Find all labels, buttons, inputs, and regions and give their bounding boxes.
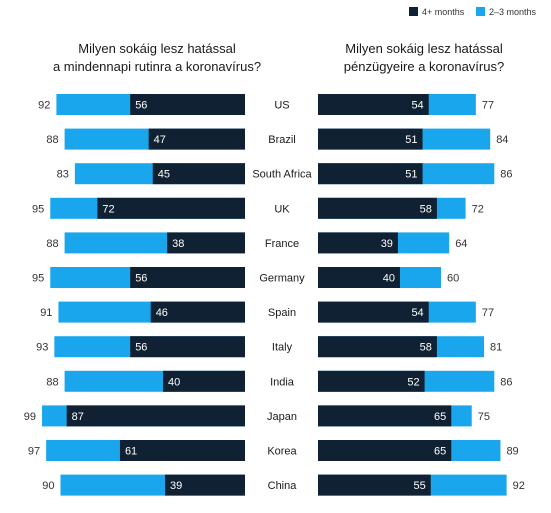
left-bar-4plus-japan	[66, 405, 246, 427]
left-bar-4plus-korea	[119, 440, 245, 461]
left-value-4plus-france: 38	[172, 238, 184, 250]
country-label-france: France	[265, 238, 299, 250]
left-bar-4plus-germany	[130, 267, 245, 288]
left-value-4plus-korea: 61	[125, 446, 137, 458]
right-bar-4plus-china	[318, 474, 431, 496]
legend-label-4plus: 4+ months	[422, 7, 465, 17]
right-chart-title: Milyen sokáig lesz hatással pénzügyeire …	[344, 41, 504, 74]
left-value-4plus-india: 40	[168, 376, 180, 388]
left-title-line-1: Milyen sokáig lesz hatással	[78, 41, 236, 56]
right-value-4plus-uk: 58	[420, 203, 432, 215]
legend-swatch-2to3	[476, 7, 485, 16]
left-value-4plus-germany: 56	[135, 273, 147, 285]
left-bar-4plus-india	[163, 370, 245, 392]
right-value-total-uk: 72	[472, 203, 484, 215]
left-value-total-us: 92	[38, 100, 50, 112]
left-bar-4plus-uk	[97, 197, 246, 219]
legend-label-2to3: 2–3 months	[489, 7, 537, 17]
left-value-4plus-brazil: 47	[154, 134, 166, 146]
right-value-4plus-brazil: 51	[405, 134, 417, 146]
right-bar-4plus-germany	[318, 267, 400, 288]
left-value-4plus-japan: 87	[72, 411, 84, 423]
left-bar-4plus-brazil	[148, 128, 245, 150]
country-label-china: China	[268, 480, 298, 492]
right-value-total-india: 86	[500, 376, 512, 388]
right-value-4plus-japan: 65	[434, 411, 446, 423]
left-chart-title: Milyen sokáig lesz hatással a mindennapi…	[53, 41, 261, 74]
country-label-germany: Germany	[259, 273, 305, 285]
right-title-line-2: pénzügyeire a koronavírus?	[344, 59, 504, 74]
left-title-line-2: a mindennapi rutinra a koronavírus?	[53, 59, 261, 74]
left-value-total-italy: 93	[36, 342, 48, 354]
left-value-total-korea: 97	[28, 446, 40, 458]
left-value-total-uk: 95	[32, 203, 44, 215]
right-bar-4plus-france	[318, 232, 398, 254]
left-value-total-japan: 99	[24, 411, 36, 423]
right-bar-4plus-korea	[318, 440, 452, 461]
country-label-brazil: Brazil	[268, 134, 296, 146]
right-value-total-germany: 60	[447, 273, 459, 285]
legend: 4+ months 2–3 months	[409, 7, 537, 17]
left-bar-4plus-spain	[150, 301, 245, 323]
country-label-korea: Korea	[267, 446, 297, 458]
country-label-uk: UK	[274, 203, 290, 215]
left-value-4plus-uk: 72	[102, 203, 114, 215]
country-label-italy: Italy	[272, 342, 293, 354]
country-label-us: US	[274, 100, 289, 112]
right-value-4plus-india: 52	[407, 376, 419, 388]
right-value-total-brazil: 84	[496, 134, 508, 146]
left-bar-4plus-italy	[130, 336, 245, 358]
left-value-4plus-spain: 46	[156, 307, 168, 319]
country-labels: US Brazil South Africa UK France Germany Spain…	[252, 100, 312, 493]
right-value-4plus-korea: 65	[434, 446, 446, 458]
country-label-spain: Spain	[268, 307, 296, 319]
right-value-4plus-us: 54	[411, 100, 423, 112]
left-bar-4plus-south-africa	[152, 163, 245, 185]
right-bar-4plus-uk	[318, 197, 437, 219]
right-bar-4plus-japan	[318, 405, 452, 427]
legend-swatch-4plus	[409, 7, 418, 16]
left-value-total-china: 90	[42, 480, 54, 492]
left-chart-bars: 56 92 47 88 45 83 72 95 38 88 56 95 46 91 56 93 40 88 87 99…	[24, 94, 246, 496]
right-bar-4plus-us	[318, 94, 429, 115]
country-label-japan: Japan	[267, 411, 297, 423]
right-value-total-us: 77	[482, 100, 494, 112]
right-bar-4plus-italy	[318, 336, 437, 358]
left-bar-4plus-china	[165, 474, 245, 496]
country-label-india: India	[270, 376, 295, 388]
right-title-line-1: Milyen sokáig lesz hatással	[345, 41, 503, 56]
left-value-4plus-south-africa: 45	[158, 169, 170, 181]
right-chart-bars: 54 77 51 84 51 86 58 72 39 64 40 60 54 77 58 81 52 86 65 75…	[318, 94, 525, 496]
right-value-total-korea: 89	[506, 446, 518, 458]
left-value-4plus-italy: 56	[135, 342, 147, 354]
right-bar-4plus-india	[318, 370, 425, 392]
right-bar-4plus-brazil	[318, 128, 423, 150]
right-value-total-france: 64	[455, 238, 467, 250]
left-value-4plus-us: 56	[135, 100, 147, 112]
left-value-total-brazil: 88	[46, 134, 58, 146]
right-value-total-south-africa: 86	[500, 169, 512, 181]
right-value-total-china: 92	[513, 480, 525, 492]
right-value-4plus-italy: 58	[420, 342, 432, 354]
country-label-south-africa: South Africa	[252, 169, 312, 181]
right-value-total-spain: 77	[482, 307, 494, 319]
left-bar-4plus-france	[167, 232, 245, 254]
right-value-4plus-china: 55	[414, 480, 426, 492]
right-value-4plus-south-africa: 51	[405, 169, 417, 181]
right-value-total-italy: 81	[490, 342, 502, 354]
right-value-total-japan: 75	[478, 411, 490, 423]
right-bar-4plus-south-africa	[318, 163, 423, 185]
right-bar-4plus-spain	[318, 301, 429, 323]
left-value-total-south-africa: 83	[57, 169, 69, 181]
left-value-total-germany: 95	[32, 273, 44, 285]
left-bar-4plus-us	[130, 94, 245, 115]
right-value-4plus-spain: 54	[411, 307, 423, 319]
left-value-total-spain: 91	[40, 307, 52, 319]
right-value-4plus-france: 39	[381, 238, 393, 250]
left-value-total-france: 88	[46, 238, 58, 250]
right-value-4plus-germany: 40	[383, 273, 395, 285]
left-value-total-india: 88	[46, 376, 58, 388]
left-value-4plus-china: 39	[170, 480, 182, 492]
